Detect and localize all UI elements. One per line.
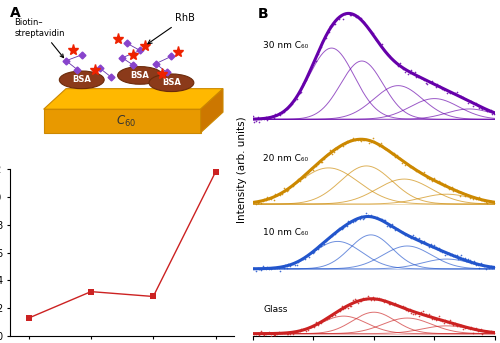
Text: 30 nm C₆₀: 30 nm C₆₀	[264, 41, 308, 50]
Text: RhB: RhB	[148, 13, 195, 44]
Y-axis label: Intensity (arb. units): Intensity (arb. units)	[238, 117, 248, 223]
Text: 20 nm C₆₀: 20 nm C₆₀	[264, 154, 308, 163]
Text: BSA: BSA	[130, 71, 150, 80]
Ellipse shape	[149, 74, 194, 92]
Text: 10 nm C₆₀: 10 nm C₆₀	[264, 228, 308, 237]
Polygon shape	[200, 88, 223, 133]
Ellipse shape	[118, 67, 162, 84]
Ellipse shape	[60, 71, 104, 88]
Text: A: A	[10, 7, 21, 20]
Text: BSA: BSA	[72, 75, 91, 84]
Text: Biotin–
streptavidin: Biotin– streptavidin	[14, 19, 65, 58]
Text: BSA: BSA	[162, 78, 181, 87]
Text: Glass: Glass	[264, 305, 288, 314]
Polygon shape	[44, 109, 201, 133]
Text: C$_{60}$: C$_{60}$	[116, 114, 136, 129]
Polygon shape	[44, 88, 223, 109]
Text: B: B	[258, 7, 268, 21]
